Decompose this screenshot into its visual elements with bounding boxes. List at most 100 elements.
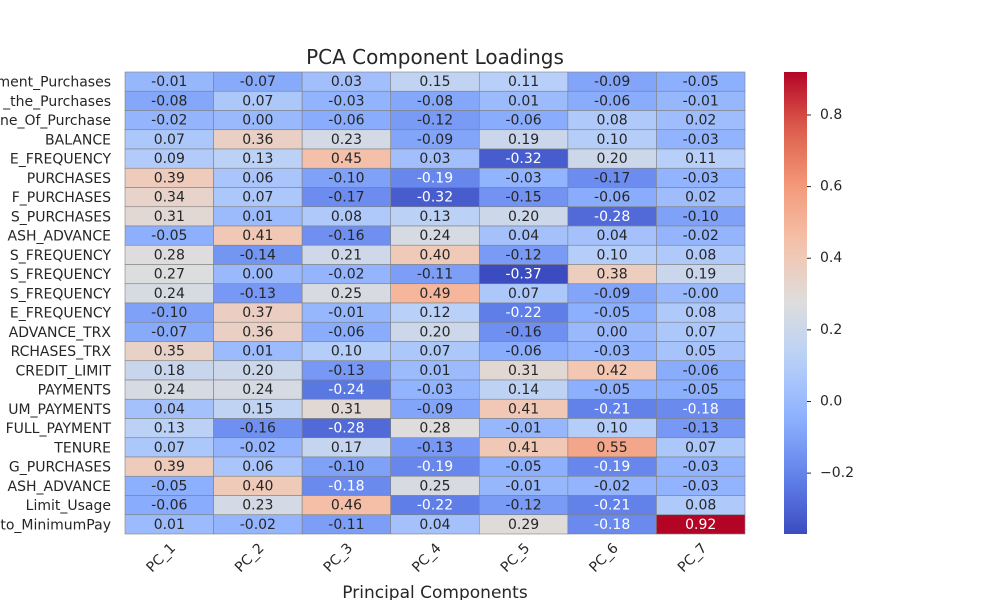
row-label: F_PURCHASES [12,190,111,206]
cell-value-label: 0.49 [419,286,450,302]
cell-value-label: -0.37 [505,267,541,283]
column-label: PC_4 [409,540,445,576]
cell-value-label: 0.06 [242,170,273,186]
cell-value-label: -0.11 [328,517,364,533]
x-axis-title: Principal Components [342,583,528,600]
cell-value-label: 0.10 [597,421,628,437]
column-label: PC_2 [232,540,267,575]
cell-value-label: 0.29 [508,517,539,533]
cell-value-label: 0.14 [508,382,539,398]
cell-value-label: 0.15 [242,401,273,417]
cell-value-label: 0.19 [685,267,716,283]
cell-value-label: -0.05 [683,74,719,90]
cell-value-label: -0.18 [683,401,719,417]
row-labels: ment_Purchases _the_Purchases ne_Of_Purcha… [0,75,111,534]
row-label: ASH_ADVANCE [8,479,111,495]
cell-value-label: -0.01 [505,421,541,437]
cell-value-label: -0.32 [505,151,541,167]
cell-value-label: 0.08 [331,209,362,225]
cell-value-label: 0.28 [419,421,450,437]
cell-value-label: -0.03 [417,382,453,398]
cell-value-label: -0.18 [328,478,364,494]
cell-value-label: -0.06 [594,93,630,109]
cell-value-label: -0.09 [594,286,630,302]
cell-value-label: 0.02 [685,113,716,129]
cell-value-label: -0.06 [328,113,364,129]
cell-value-label: 0.24 [419,228,450,244]
row-label: ADVANCE_TRX [9,325,112,341]
cell-value-label: 0.01 [508,93,539,109]
cell-value-label: 0.20 [419,324,450,340]
cell-value-label: 0.10 [597,132,628,148]
cell-value-label: 0.04 [508,228,539,244]
cell-value-label: 0.07 [154,132,185,148]
cell-value-label: 0.12 [419,305,450,321]
cell-value-label: 0.46 [331,498,362,514]
row-label: ASH_ADVANCE [8,229,111,245]
cell-value-label: 0.01 [242,209,273,225]
cell-value-label: -0.06 [594,190,630,206]
cell-value-label: -0.16 [240,421,276,437]
cell-value-label: 0.35 [154,344,185,360]
cell-value-label: 0.07 [242,93,273,109]
cell-value-label: -0.08 [417,93,453,109]
row-label: TENURE [53,440,111,456]
colorbar-tick-label: 0.8 [820,107,842,123]
cell-value-label: -0.10 [151,305,187,321]
row-label: CREDIT_LIMIT [16,363,112,379]
cell-value-label: 0.11 [508,74,539,90]
cell-value-label: 0.21 [331,247,362,263]
cell-value-label: 0.31 [331,401,362,417]
cell-value-label: -0.07 [151,324,187,340]
cell-value-label: -0.10 [328,459,364,475]
cell-value-label: 0.13 [154,421,185,437]
cell-value-label: -0.06 [151,498,187,514]
cell-value-label: -0.03 [683,132,719,148]
cell-value-label: 0.18 [154,363,185,379]
cell-value-label: -0.19 [417,459,453,475]
cell-value-label: 0.19 [508,132,539,148]
row-label: PURCHASES [27,171,111,187]
row-label: E_FREQUENCY [10,152,112,168]
cell-value-label: 0.01 [242,344,273,360]
cell-value-label: 0.40 [419,247,450,263]
cell-value-label: -0.01 [151,74,187,90]
cell-value-label: -0.12 [505,498,541,514]
cell-value-label: -0.09 [594,74,630,90]
cell-value-label: -0.05 [594,305,630,321]
cell-value-label: -0.05 [683,382,719,398]
colorbar-tick-label: 0.6 [820,179,842,195]
cell-value-label: -0.09 [417,132,453,148]
cell-value-label: -0.16 [328,228,364,244]
row-label: Limit_Usage [26,498,111,514]
column-label: PC_7 [675,540,710,575]
cell-value-label: 0.20 [242,363,273,379]
cell-value-label: 0.00 [242,267,273,283]
cell-value-label: -0.03 [683,478,719,494]
cell-value-label: -0.03 [683,170,719,186]
heatmap-cells: -0.01 -0.07 0.03 0.15 0.11 -0.09 -0.05 -0.08 0.0… [124,71,746,535]
cell-value-label: 0.38 [597,267,628,283]
cell-value-label: -0.17 [328,190,364,206]
cell-value-label: 0.25 [331,286,362,302]
colorbar-gradient [784,72,807,534]
cell-value-label: -0.03 [594,344,630,360]
cell-value-label: -0.22 [505,305,541,321]
cell-value-label: 0.40 [242,478,273,494]
cell-value-label: 0.10 [331,344,362,360]
cell-value-label: -0.15 [505,190,541,206]
column-label: PC_3 [321,540,356,575]
cell-value-label: 0.01 [419,363,450,379]
cell-value-label: 0.08 [597,113,628,129]
column-label: PC_6 [586,540,622,576]
cell-value-label: -0.05 [505,459,541,475]
cell-value-label: 0.08 [685,247,716,263]
cell-value-label: 0.08 [685,305,716,321]
row-label: UM_PAYMENTS [8,402,111,418]
cell-value-label: -0.28 [594,209,630,225]
cell-value-label: -0.02 [240,440,276,456]
cell-value-label: -0.32 [417,190,453,206]
cell-value-label: 0.00 [242,113,273,129]
cell-value-label: -0.24 [328,382,364,398]
cell-value-label: -0.01 [505,478,541,494]
